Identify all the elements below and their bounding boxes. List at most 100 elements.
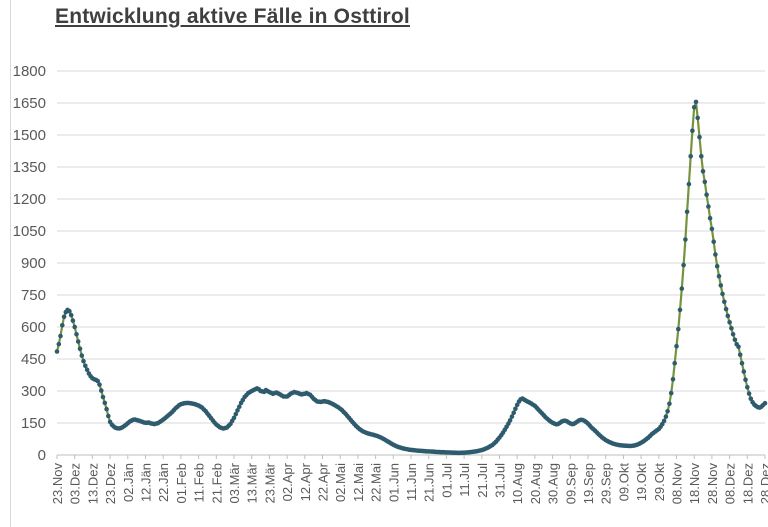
data-point-marker <box>690 128 695 133</box>
x-tick-label: 19.Sep <box>581 463 596 504</box>
data-point-marker <box>99 388 104 393</box>
data-point-marker <box>100 394 106 400</box>
data-point-marker <box>700 169 706 174</box>
x-tick-label: 01.Jun <box>386 463 401 502</box>
data-point-marker <box>674 343 679 349</box>
data-point-marker <box>663 414 669 419</box>
data-point-marker <box>693 99 699 105</box>
data-point-marker <box>746 391 752 396</box>
y-tick-label: 1500 <box>13 127 46 144</box>
data-point-marker <box>722 299 727 305</box>
data-point-marker <box>68 312 74 318</box>
data-point-marker <box>102 400 108 406</box>
data-point-marker <box>672 361 677 366</box>
y-tick-label: 750 <box>21 287 46 304</box>
data-point-marker <box>237 404 242 410</box>
data-point-marker <box>97 382 102 387</box>
x-tick-label: 11.Jun <box>404 463 419 501</box>
x-tick-label: 23.Nov <box>50 463 65 505</box>
y-tick-label: 1200 <box>13 191 46 208</box>
y-tick-label: 300 <box>21 383 46 400</box>
data-point-marker <box>706 204 711 209</box>
data-point-marker <box>718 283 724 288</box>
data-point-marker <box>81 358 86 364</box>
y-tick-label: 600 <box>21 319 46 336</box>
x-tick-label: 28.Nov <box>705 463 720 505</box>
data-point-marker <box>720 291 725 297</box>
data-point-marker <box>743 377 748 383</box>
data-point-marker <box>668 390 674 396</box>
x-tick-label: 18.Nov <box>687 463 702 505</box>
data-point-marker <box>695 115 700 121</box>
data-point-marker <box>511 410 516 416</box>
data-point-marker <box>737 352 743 358</box>
x-tick-label: 10.Aug <box>510 463 525 504</box>
x-tick-label: 02.Jän <box>121 463 136 502</box>
y-tick-label: 1350 <box>13 159 46 176</box>
data-point-marker <box>745 384 750 390</box>
x-tick-label: 30.Aug <box>546 463 561 504</box>
data-point-marker <box>233 411 239 417</box>
data-point-marker <box>514 402 520 408</box>
y-axis-labels: 0 150 300 450 600 750 900 1050 1200 1350 1500 1650 1… <box>13 63 46 464</box>
x-tick-label: 01.Jul <box>439 463 454 498</box>
y-tick-label: 1050 <box>13 223 46 240</box>
data-point-marker <box>84 367 90 373</box>
data-point-marker <box>707 215 713 221</box>
data-point-marker <box>83 363 88 369</box>
data-point-marker <box>711 239 716 244</box>
data-point-marker <box>702 179 708 185</box>
data-point-marker <box>688 154 693 159</box>
y-tick-label: 900 <box>21 255 46 272</box>
x-tick-label: 21.Feb <box>209 463 224 503</box>
data-point-marker <box>677 307 683 313</box>
data-point-marker <box>60 323 65 328</box>
data-point-marker <box>732 337 738 343</box>
y-tick-label: 150 <box>21 415 46 432</box>
data-point-marker <box>725 313 731 319</box>
x-tick-label: 12.Jän <box>139 463 154 502</box>
x-tick-label: 02.Mai <box>333 463 348 502</box>
x-tick-label: 08.Dez <box>723 463 738 504</box>
chart-title: Entwicklung aktive Fälle in Osttirol <box>55 5 410 28</box>
data-point-marker <box>77 346 83 352</box>
x-tick-label: 12.Apr <box>298 462 313 501</box>
data-point-marker <box>667 401 672 407</box>
x-tick-label: 22.Mai <box>369 463 384 502</box>
x-tick-label: 21.Jul <box>475 463 490 498</box>
x-tick-label: 11.Jul <box>457 463 472 497</box>
x-tick-label: 09.Sep <box>563 463 578 504</box>
data-point-marker <box>727 320 732 325</box>
data-point-marker <box>235 408 240 413</box>
data-point-marker <box>509 414 515 419</box>
x-tick-label: 21.Jun <box>422 463 437 502</box>
window-edge-line <box>10 0 11 527</box>
data-point-marker <box>739 361 745 366</box>
gridlines <box>57 70 765 424</box>
data-point-marker <box>697 134 702 140</box>
x-tick-label: 22.Jän <box>156 463 171 502</box>
data-point-marker <box>513 406 518 412</box>
x-tick-label: 31.Jul <box>493 463 508 498</box>
data-point-marker <box>231 415 237 421</box>
x-tick-label: 18.Dez <box>740 463 755 504</box>
data-point-marker <box>665 409 670 414</box>
data-point-marker <box>661 418 667 424</box>
data-point-marker <box>106 413 111 419</box>
data-point-marker <box>79 353 85 358</box>
data-point-marker <box>714 263 720 269</box>
data-point-marker <box>679 286 685 291</box>
x-tick-label: 13.Mär <box>245 462 260 503</box>
x-tick-label: 03.Dez <box>68 463 83 504</box>
data-point-marker <box>748 396 754 402</box>
x-tick-label: 29.Sep <box>599 463 614 504</box>
data-point-marker <box>61 314 67 320</box>
x-tick-label: 20.Aug <box>528 463 543 504</box>
data-point-marker <box>54 349 60 354</box>
x-tick-label: 09.Okt <box>616 463 631 502</box>
data-point-marker <box>699 154 704 159</box>
data-point-marker <box>70 318 76 323</box>
data-point-marker <box>686 181 692 187</box>
data-point-marker <box>74 332 79 337</box>
